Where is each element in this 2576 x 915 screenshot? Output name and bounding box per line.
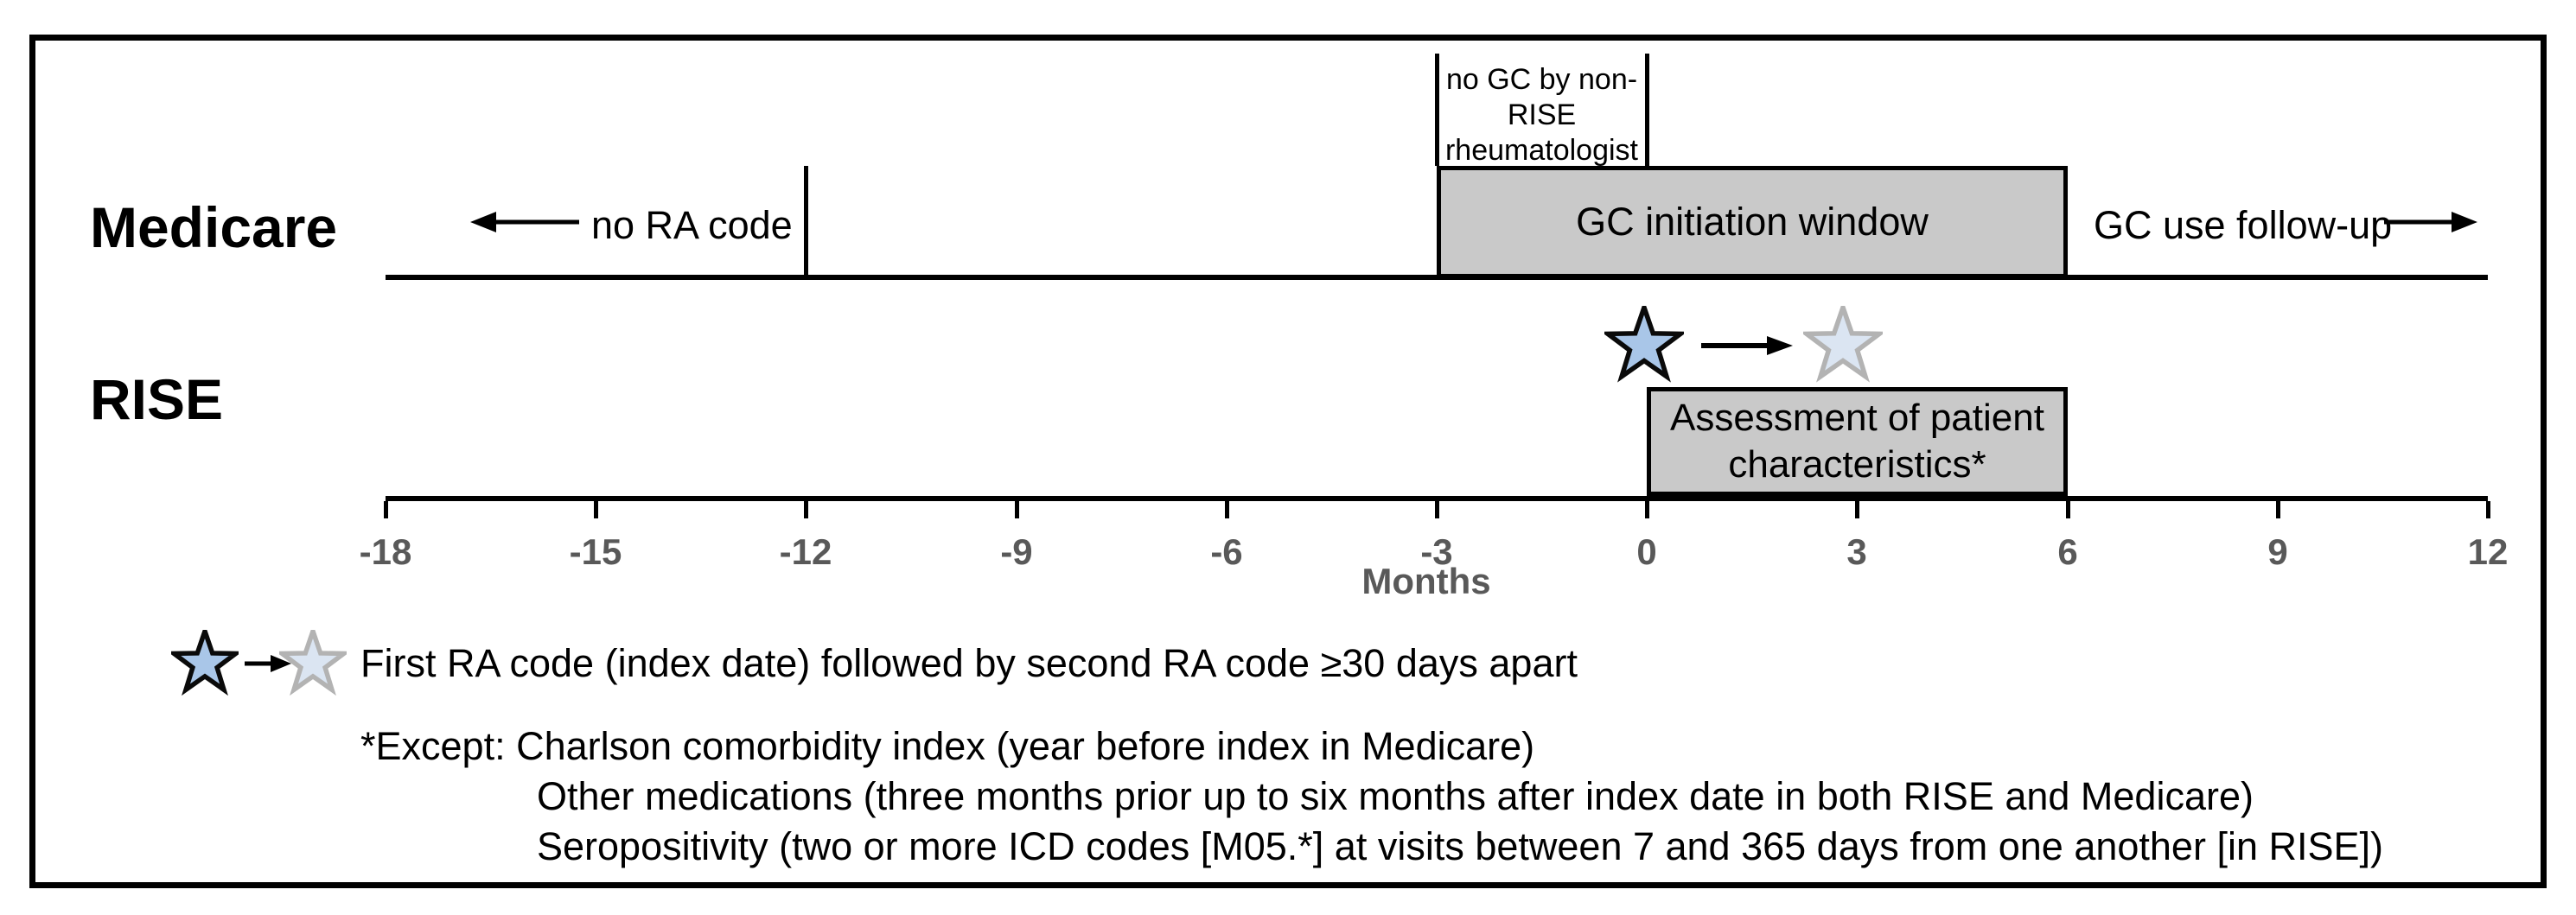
axis-tick-label: -3 [1420, 531, 1453, 572]
axis-tick-mark [1855, 501, 1859, 518]
second-ra-star-icon [1803, 306, 1883, 383]
no-gc-annotation-line1: no GC by non- [1445, 63, 1638, 96]
legend-second-star-icon [279, 630, 347, 696]
gc-follow-up-arrow-icon [2384, 212, 2477, 232]
legend-arrow-icon [245, 655, 291, 672]
axis-tick-label: 0 [1636, 531, 1657, 572]
axis-tick-mark [2276, 501, 2280, 518]
axis-tick-mark [804, 501, 808, 518]
axis-tick-label: 3 [1846, 531, 1867, 572]
axis-tick-mark [384, 501, 388, 518]
axis-tick-mark [594, 501, 598, 518]
assessment-window-label-line1: Assessment of patient [1670, 397, 2044, 439]
no-gc-annotation-line2: RISE [1507, 98, 1577, 131]
legend-text: First RA code (index date) followed by s… [360, 641, 1578, 685]
no-gc-right-bracket [1645, 54, 1649, 166]
no-gc-left-bracket [1435, 54, 1439, 166]
axis-tick-mark [2066, 501, 2070, 518]
gc-initiation-window-box: GC initiation window [1437, 166, 2068, 278]
axis-tick-mark [2486, 501, 2490, 518]
minus12-marker-line [804, 166, 808, 275]
first-ra-star-icon [1604, 306, 1684, 383]
axis-tick-label: -9 [1000, 531, 1033, 572]
axis-tick-label: 12 [2467, 531, 2509, 572]
medicare-row-label: Medicare [90, 195, 338, 259]
axis-tick-label: -12 [779, 531, 832, 572]
axis-tick-label: 6 [2057, 531, 2078, 572]
assessment-window-box: Assessment of patient characteristics* [1647, 387, 2068, 496]
star-transition-arrow-icon [1701, 336, 1793, 355]
no-ra-code-label: no RA code [591, 203, 793, 247]
axis-tick-mark [1225, 501, 1229, 518]
gc-follow-up-label: GC use follow-up [2094, 203, 2393, 247]
footnote-except: *Except: Charlson comorbidity index (yea… [360, 724, 1535, 768]
axis-tick-label: -6 [1210, 531, 1243, 572]
medicare-timeline [386, 275, 2488, 280]
axis-tick-label: -18 [359, 531, 412, 572]
footnote-seropositivity: Seropositivity (two or more ICD codes [M… [537, 824, 2383, 868]
figure-border [29, 35, 2547, 888]
months-axis [386, 496, 2488, 501]
axis-tick-mark [1435, 501, 1439, 518]
months-axis-label: Months [1361, 561, 1491, 601]
gc-initiation-window-label: GC initiation window [1576, 200, 1929, 244]
no-ra-code-arrow-icon [470, 212, 579, 232]
axis-tick-mark [1645, 501, 1649, 518]
no-gc-annotation-line3: rheumatologist [1444, 134, 1638, 167]
axis-tick-mark [1015, 501, 1019, 518]
rise-row-label: RISE [90, 367, 224, 431]
axis-tick-label: -15 [569, 531, 622, 572]
axis-tick-label: 9 [2267, 531, 2288, 572]
no-gc-annotation: no GC by non- RISE rheumatologist [1437, 62, 1647, 168]
assessment-window-label-line2: characteristics* [1728, 443, 1986, 486]
footnote-other-medications: Other medications (three months prior up… [537, 774, 2254, 818]
legend-first-star-icon [171, 630, 239, 696]
